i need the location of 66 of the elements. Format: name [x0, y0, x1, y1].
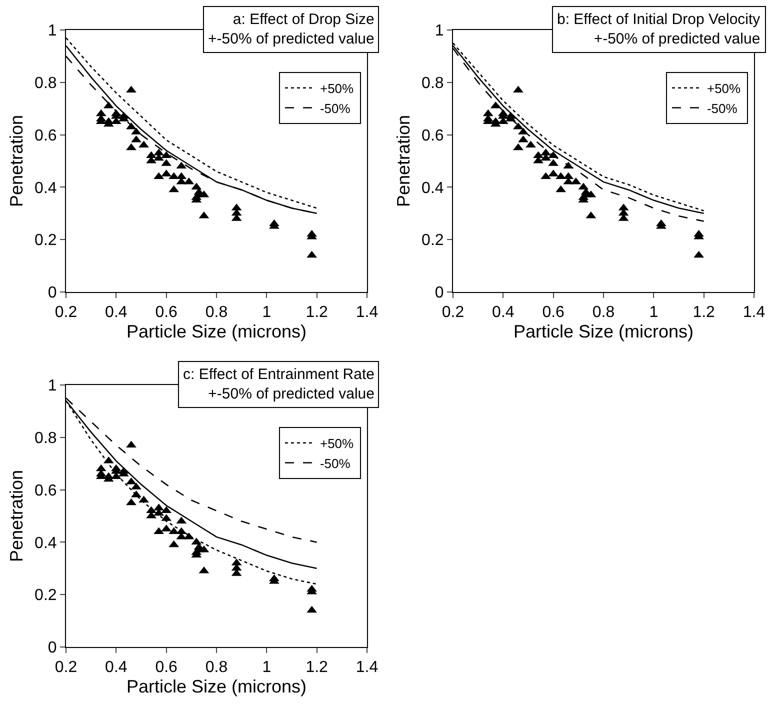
y-tick-label: 0 — [48, 640, 57, 657]
x-axis-title: Particle Size (microns) — [126, 321, 307, 342]
y-tick-label: 0.6 — [422, 127, 444, 144]
y-tick-label: 0.2 — [422, 232, 444, 250]
x-tick-label: 1 — [262, 659, 272, 676]
x-tick-label: 1 — [649, 304, 658, 322]
x-tick-label: 0.8 — [205, 659, 228, 676]
y-tick-label: 0.4 — [34, 534, 57, 552]
y-tick-label: 1 — [48, 378, 57, 395]
y-tick-label: 0.2 — [34, 232, 57, 250]
point — [126, 143, 136, 150]
x-tick-label: 0.8 — [205, 304, 228, 322]
y-tick-label: 0.2 — [34, 587, 57, 604]
x-tick-label: 1.2 — [306, 304, 328, 322]
legend-label: +50% — [320, 80, 354, 96]
x-tick-label: 0.4 — [105, 304, 128, 322]
x-tick-label: 1.4 — [356, 304, 378, 322]
y-tick-label: 0 — [434, 284, 444, 302]
point — [533, 151, 544, 158]
legend-label: -50% — [706, 100, 738, 116]
x-tick-label: 0.6 — [155, 659, 178, 676]
x-tick-label: 0.4 — [492, 304, 514, 322]
y-tick-label: 1 — [48, 22, 57, 40]
x-axis-title: Particle Size (microns) — [513, 321, 694, 342]
x-axis-title: Particle Size (microns) — [126, 676, 307, 696]
x-tick-label: 1.4 — [742, 304, 766, 322]
legend-label: +50% — [320, 436, 354, 451]
x-tick-label: 0.6 — [542, 304, 565, 322]
chart-subtitle: +-50% of predicted value — [208, 30, 374, 48]
y-tick-label: 0.6 — [34, 482, 57, 500]
chart-subtitle: +-50% of predicted value — [594, 30, 760, 48]
point — [513, 122, 524, 130]
point — [513, 86, 524, 93]
y-tick-label: 0.8 — [422, 75, 444, 92]
x-tick-label: 1.2 — [692, 304, 716, 322]
y-tick-label: 0.8 — [34, 75, 57, 92]
y-axis-title: Penetration — [6, 114, 27, 208]
y-tick-label: 0.4 — [422, 180, 444, 197]
point — [126, 477, 136, 484]
y-axis-title: Penetration — [394, 114, 414, 208]
y-axis-title: Penetration — [6, 470, 27, 562]
point — [513, 143, 524, 150]
legend-label: +50% — [706, 80, 742, 96]
chart-title: c: Effect of Entrainment Rate — [183, 366, 374, 383]
x-tick-label: 0.8 — [592, 304, 615, 322]
y-tick-label: 1 — [434, 22, 444, 40]
x-tick-label: 0.4 — [105, 659, 128, 676]
y-tick-label: 0.8 — [34, 430, 57, 447]
point — [126, 498, 136, 506]
chart-title: a: Effect of Drop Size — [232, 11, 374, 28]
x-tick-label: 1 — [262, 304, 272, 322]
x-tick-label: 1.2 — [306, 659, 328, 676]
point — [526, 140, 536, 148]
chart-title: b: Effect of Initial Drop Velocity — [557, 11, 761, 28]
legend-label: -50% — [320, 456, 351, 471]
x-tick-label: 0.6 — [155, 304, 178, 322]
chart-subtitle: +-50% of predicted value — [208, 386, 374, 402]
point — [126, 86, 136, 93]
point — [126, 440, 136, 448]
x-tick-label: 1.4 — [356, 659, 378, 676]
y-tick-label: 0 — [48, 284, 57, 302]
legend-label: -50% — [320, 100, 351, 116]
y-tick-label: 0.6 — [34, 127, 57, 144]
point — [146, 151, 156, 158]
y-tick-label: 0.4 — [34, 180, 57, 197]
point — [138, 140, 149, 148]
